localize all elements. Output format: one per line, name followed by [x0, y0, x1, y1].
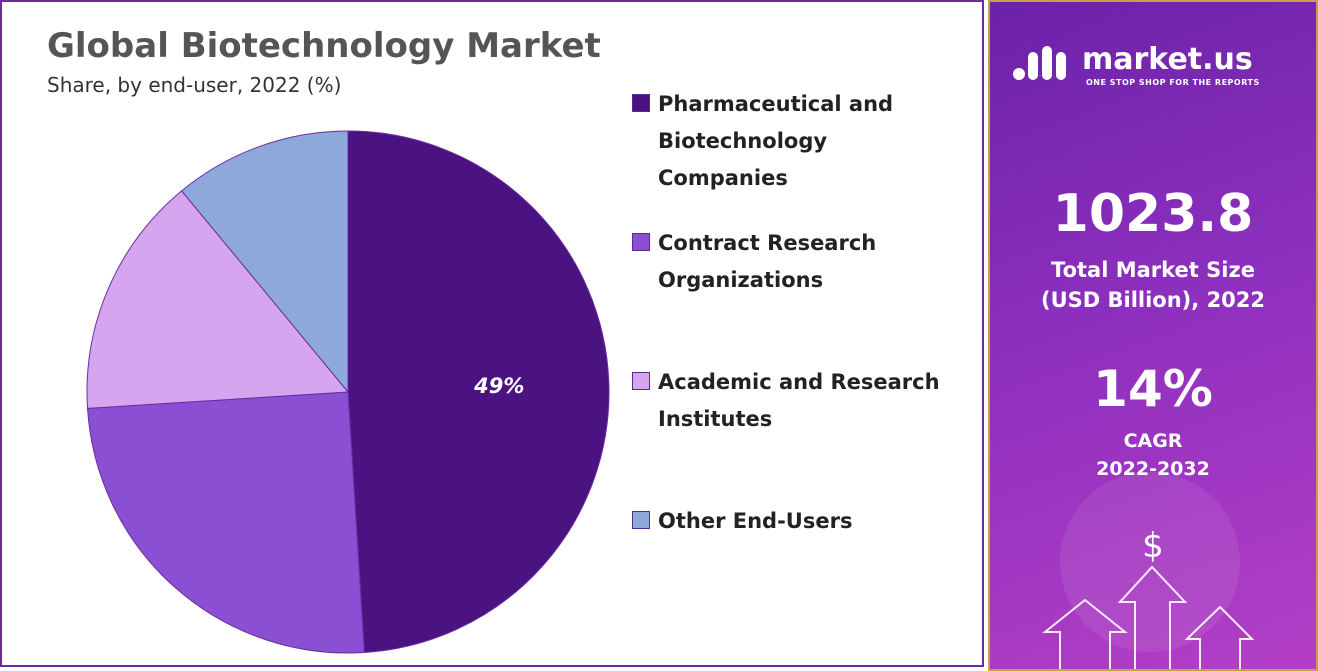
tagline: ONE STOP SHOP FOR THE REPORTS [1086, 78, 1260, 87]
legend-swatch [632, 94, 650, 112]
legend-label: Academic and Research Institutes [658, 370, 940, 431]
legend-item: Other End-Users [632, 503, 958, 540]
side-panel: $ market.us ONE STOP SHOP FOR THE REPORT… [988, 0, 1318, 671]
cagr-label: CAGR [1123, 430, 1183, 452]
legend-item: Pharmaceutical and Biotechnology Compani… [632, 86, 958, 197]
cagr-period: 2022-2032 [1096, 458, 1210, 480]
pie-slice [86, 190, 350, 409]
pie-slice [86, 391, 365, 654]
legend-label: Pharmaceutical and Biotechnology Compani… [658, 92, 894, 190]
legend-label: Other End-Users [658, 509, 853, 533]
chart-title: Global Biotechnology Market [47, 26, 601, 66]
pie-slice [180, 130, 349, 394]
market-size-label: (USD Billion), 2022 [1040, 288, 1266, 312]
data-label: 49% [473, 374, 524, 398]
decor-circle [1060, 472, 1240, 652]
arrows [1042, 565, 1255, 669]
legend-swatch [632, 372, 650, 390]
logo-icon [1013, 46, 1066, 80]
legend-swatch [632, 233, 650, 251]
chart: Global Biotechnology Market Share, by en… [47, 26, 610, 654]
dollar-icon: $ [1142, 526, 1164, 566]
legend-swatch [632, 511, 650, 529]
decoration: $ [1013, 46, 1255, 669]
legend-item: Contract Research Organizations [632, 225, 958, 299]
brand: market.us [1082, 42, 1253, 77]
pie-slice [347, 130, 610, 654]
legend-label: Contract Research Organizations [658, 231, 877, 292]
cagr: 14% [1093, 360, 1213, 418]
legend-item: Academic and Research Institutes [632, 364, 958, 438]
market-size-label: Total Market Size [1051, 258, 1255, 282]
chart-subtitle: Share, by end-user, 2022 (%) [47, 73, 341, 97]
market-size: 1023.8 [1052, 184, 1254, 244]
chart-panel: Global Biotechnology Market Share, by en… [0, 0, 984, 667]
